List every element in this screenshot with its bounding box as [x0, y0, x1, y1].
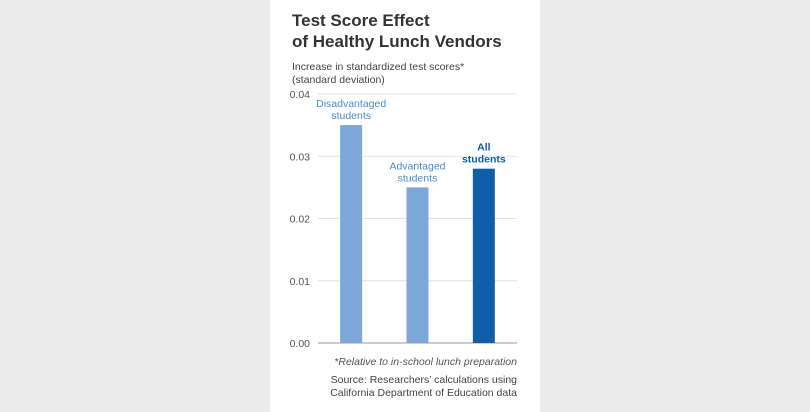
bar-labels: DisadvantagedstudentsAdvantagedstudentsA…	[316, 98, 506, 184]
bar-label: Disadvantaged	[316, 98, 386, 110]
bar-label: Advantaged	[389, 160, 445, 172]
y-tick-label: 0.04	[290, 89, 311, 101]
bars	[340, 125, 495, 343]
bar-label: students	[331, 110, 371, 122]
y-tick-label: 0.01	[290, 276, 311, 288]
y-ticks: 0.00 0.01 0.02 0.03 0.04	[290, 89, 311, 350]
y-axis-label-line-1: Increase in standardized test scores*	[292, 61, 465, 73]
source-line-1: Source: Researchers’ calculations using	[330, 374, 517, 386]
footnote: *Relative to in-school lunch preparation	[334, 356, 517, 368]
chart-title: Test Score Effect of Healthy Lunch Vendo…	[292, 10, 532, 52]
y-axis-label: Increase in standardized test scores* (s…	[292, 61, 532, 87]
y-tick-label: 0.02	[290, 214, 311, 226]
y-axis-label-line-2: (standard deviation)	[292, 74, 385, 86]
source-note: Source: Researchers’ calculations using …	[300, 374, 517, 400]
bar	[340, 125, 363, 343]
bar	[472, 168, 495, 343]
source-line-2: California Department of Education data	[330, 387, 517, 399]
y-tick-label: 0.00	[290, 338, 311, 350]
bar	[406, 187, 429, 343]
y-tick-label: 0.03	[290, 151, 311, 163]
bar-label: All	[477, 142, 491, 154]
bar-label: students	[462, 154, 506, 166]
bar-label: students	[398, 172, 438, 184]
chart-title-line-1: Test Score Effect	[292, 11, 430, 30]
chart-title-line-2: of Healthy Lunch Vendors	[292, 32, 502, 51]
